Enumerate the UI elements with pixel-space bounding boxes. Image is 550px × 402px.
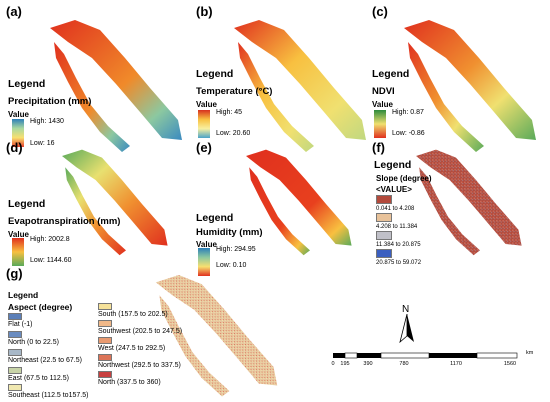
aspect-class-label: South (157.5 to 202.5)	[98, 311, 168, 318]
panel-label-g: (g)	[6, 266, 23, 281]
legend-value-label-d: Value	[8, 230, 29, 239]
legend-title-g: Legend	[8, 290, 39, 300]
panel-label-c: (c)	[372, 4, 388, 19]
aspect-class-label: Southwest (202.5 to 247.5)	[98, 328, 183, 335]
scale-bar-tick: 1170	[450, 361, 462, 367]
aspect-class-label: Northeast (22.5 to 67.5)	[8, 357, 82, 364]
legend-title-d: Legend	[8, 198, 46, 210]
aspect-class-label: North (0 to 22.5)	[8, 339, 59, 346]
panel-label-f: (f)	[372, 140, 385, 155]
aspect-class-label: North (337.5 to 360)	[98, 379, 161, 386]
slope-map	[416, 149, 522, 256]
aspect-class-swatch	[8, 367, 22, 374]
aspect-class-label: East (67.5 to 112.5)	[8, 375, 69, 382]
scale-bar-tick: 390	[363, 361, 373, 367]
scale-bar-unit: km	[526, 350, 534, 356]
legend-variable-d: Evapotranspiration (mm)	[8, 216, 121, 227]
north-arrow-icon	[399, 314, 414, 344]
slope-class-swatch	[376, 195, 392, 204]
legend-ramp-a	[12, 119, 24, 147]
legend-title-a: Legend	[8, 78, 46, 90]
temperature-map	[234, 20, 366, 152]
legend-value-label-e: Value	[196, 240, 217, 249]
panel-label-d: (d)	[6, 140, 23, 155]
legend-low-d: Low: 1144.60	[30, 257, 72, 264]
legend-variable-a: Precipitation (mm)	[8, 96, 92, 107]
aspect-class-label: Southeast (112.5 to157.5)	[8, 392, 89, 399]
aspect-map	[155, 275, 278, 397]
legend-variable-e: Humidity (mm)	[196, 227, 263, 238]
aspect-class-label: Northwest (292.5 to 337.5)	[98, 362, 181, 369]
aspect-class-swatch	[98, 354, 112, 361]
ndvi-map	[404, 20, 536, 152]
legend-high-b: High: 45	[216, 109, 243, 116]
legend-variable-f: Slope (degree)	[376, 174, 432, 183]
humidity-map	[246, 149, 352, 256]
legend-title-b: Legend	[196, 68, 234, 80]
panel-label-e: (e)	[196, 140, 212, 155]
slope-class-label: 4.208 to 11.384	[376, 224, 418, 230]
aspect-class-swatch	[8, 331, 22, 338]
legend-value-label-f: <VALUE>	[376, 185, 412, 194]
scale-bar-tick: 1560	[503, 361, 517, 367]
aspect-class-label: West (247.5 to 292.5)	[98, 345, 166, 352]
legend-value-label-a: Value	[8, 110, 29, 119]
legend-low-b: Low: 20.60	[216, 130, 251, 137]
scale-bar	[333, 352, 518, 359]
slope-class-label: 0.041 to 4.208	[376, 206, 415, 212]
legend-ramp-c	[374, 110, 386, 138]
aspect-class-swatch	[98, 371, 112, 378]
aspect-class-swatch	[8, 384, 22, 391]
evapotranspiration-map	[62, 149, 168, 256]
slope-class-label: 11.384 to 20.875	[376, 242, 421, 248]
aspect-class-swatch	[8, 349, 22, 356]
legend-value-label-b: Value	[196, 100, 217, 109]
legend-low-e: Low: 0.10	[216, 262, 247, 269]
legend-low-c: Low: -0.86	[392, 130, 425, 137]
legend-title-e: Legend	[196, 212, 234, 224]
slope-class-label: 20.875 to 59.072	[376, 260, 422, 266]
legend-ramp-e	[198, 248, 210, 276]
precipitation-map	[50, 20, 182, 152]
slope-class-swatch	[376, 231, 392, 240]
scale-bar-tick: 195	[340, 361, 350, 367]
legend-ramp-d	[12, 238, 24, 266]
legend-high-e: High: 294.95	[216, 246, 256, 253]
legend-variable-g: Aspect (degree)	[8, 302, 73, 312]
legend-variable-b: Temperature (°C)	[196, 86, 273, 97]
legend-title-c: Legend	[372, 68, 410, 80]
legend-low-a: Low: 16	[30, 140, 55, 147]
legend-ramp-b	[198, 110, 210, 138]
north-arrow-letter: N	[402, 304, 410, 315]
slope-class-swatch	[376, 213, 392, 222]
legend-value-label-c: Value	[372, 100, 393, 109]
aspect-class-swatch	[98, 320, 112, 327]
aspect-class-swatch	[8, 313, 22, 320]
aspect-class-swatch	[98, 337, 112, 344]
aspect-class-label: Flat (-1)	[8, 321, 33, 328]
panel-label-b: (b)	[196, 4, 213, 19]
panel-label-a: (a)	[6, 4, 22, 19]
legend-high-a: High: 1430	[30, 118, 64, 125]
legend-high-c: High: 0.87	[392, 109, 424, 116]
legend-high-d: High: 2002.8	[30, 236, 70, 243]
scale-bar-tick: 0	[331, 361, 335, 367]
slope-class-swatch	[376, 249, 392, 258]
legend-title-f: Legend	[374, 159, 412, 171]
aspect-class-swatch	[98, 303, 112, 310]
scale-bar-tick: 780	[399, 361, 409, 367]
legend-variable-c: NDVI	[372, 86, 395, 97]
